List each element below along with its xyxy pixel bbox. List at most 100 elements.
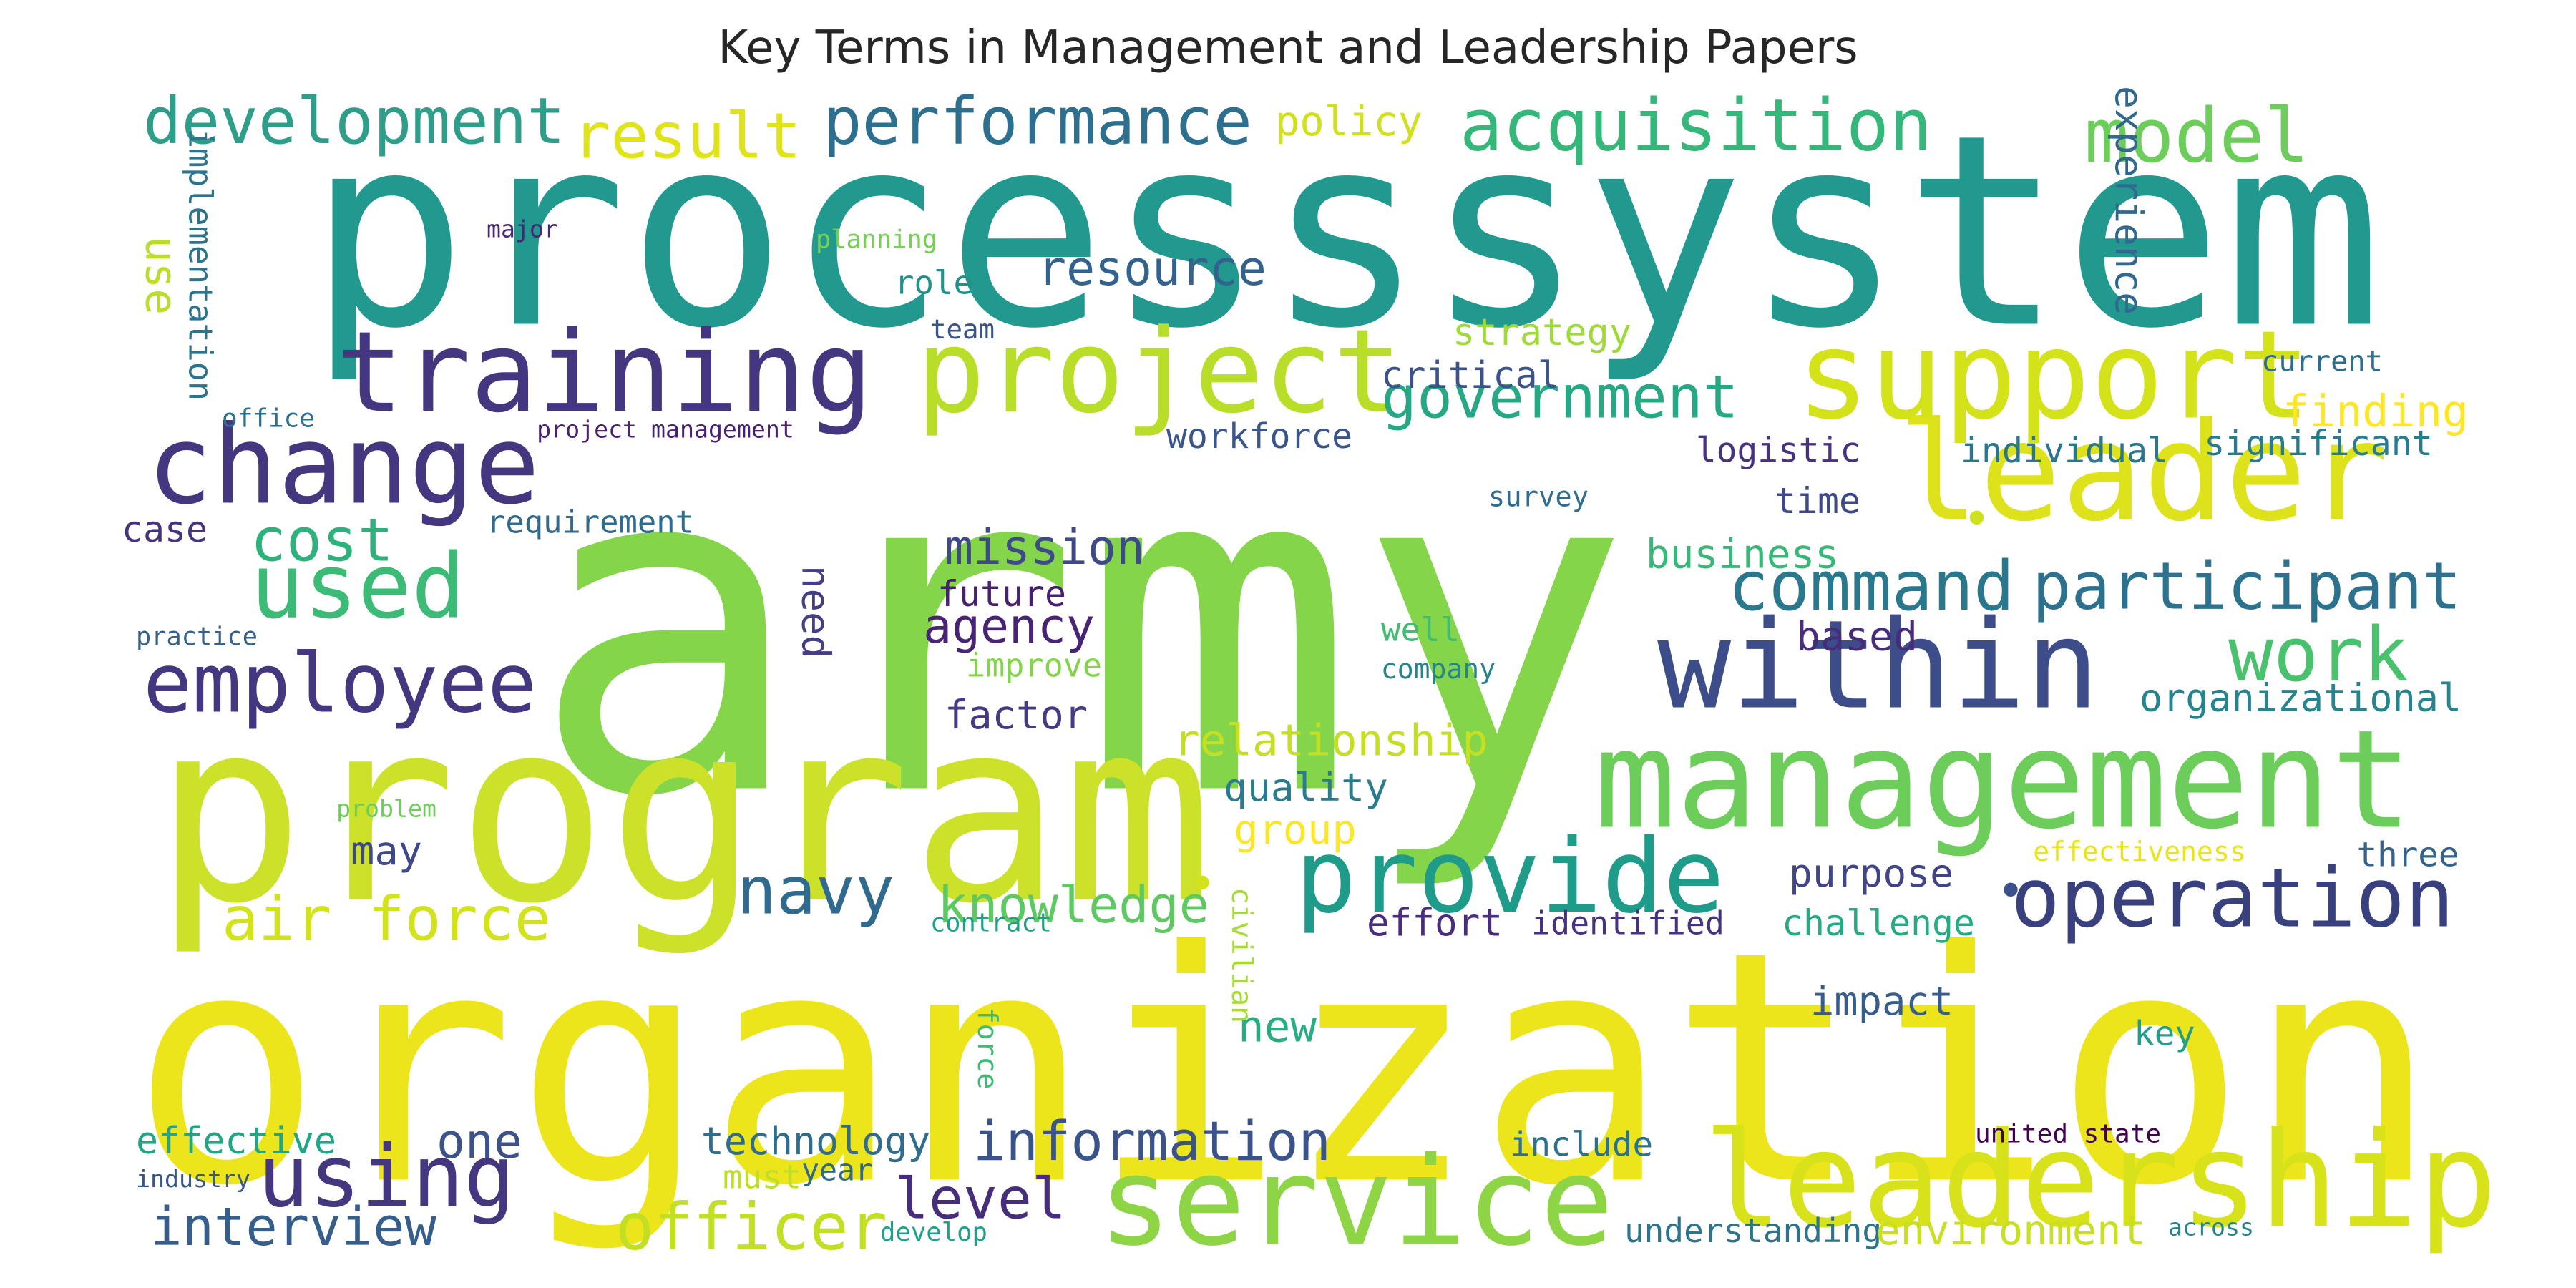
word-project: project — [916, 305, 1402, 439]
word-work: work — [2228, 611, 2409, 698]
word-based: based — [1796, 614, 1918, 660]
word-well: well — [1381, 611, 1460, 649]
word-effective: effective — [136, 1120, 336, 1163]
word-time: time — [1775, 480, 1860, 522]
word-leader: leader — [1898, 394, 2389, 552]
word-within: within — [1657, 595, 2099, 737]
word-critical: critical — [1381, 354, 1560, 397]
word-purpose: purpose — [1789, 850, 1953, 896]
word-industry: industry — [136, 1165, 250, 1193]
word-participant: participant — [2032, 550, 2462, 625]
word-office: office — [222, 404, 315, 434]
word-organizational: organizational — [2140, 675, 2462, 721]
word-significant: significant — [2204, 424, 2433, 464]
word-three: three — [2357, 836, 2459, 875]
word-air-force: air force — [222, 884, 551, 955]
word-interview: interview — [150, 1196, 436, 1258]
word-environment: environment — [1875, 1207, 2146, 1254]
word-effort: effort — [1367, 902, 1503, 945]
word-factor: factor — [945, 693, 1088, 738]
word-management: management — [1594, 701, 2413, 859]
word-individual: individual — [1961, 431, 2168, 471]
word-problem: problem — [336, 795, 436, 823]
word-team: team — [930, 313, 995, 345]
word-information: information — [973, 1110, 1331, 1173]
word-logistic: logistic — [1696, 431, 1860, 471]
word-workforce: workforce — [1166, 416, 1352, 457]
word-experience: experience — [2107, 86, 2151, 315]
word-agency: agency — [923, 598, 1095, 654]
word-may: may — [351, 829, 422, 874]
word-officer: officer — [615, 1190, 887, 1265]
word-requirement: requirement — [487, 504, 694, 541]
word-must: must — [723, 1158, 801, 1196]
word-practice: practice — [136, 623, 258, 652]
word-performance: performance — [823, 84, 1252, 160]
word-new: new — [1238, 1002, 1317, 1053]
word-finding: finding — [2283, 386, 2469, 437]
word-development: development — [143, 84, 565, 159]
word-current: current — [2261, 345, 2383, 379]
word-quality: quality — [1224, 764, 1388, 810]
word-support: support — [1796, 305, 2311, 447]
word-challenge: challenge — [1782, 902, 1975, 944]
word-contract: contract — [930, 909, 1052, 938]
word-major: major — [487, 215, 558, 243]
word-knowledge: knowledge — [937, 876, 1209, 935]
word-organization: organization — [130, 884, 2439, 1256]
word-improve: improve — [966, 647, 1102, 685]
word-year: year — [801, 1153, 873, 1188]
word-operation: operation — [2011, 851, 2454, 946]
word-relationship: relationship — [1174, 716, 1488, 766]
word-technology: technology — [701, 1119, 930, 1163]
word-use: use — [136, 236, 187, 315]
word-one: one — [436, 1113, 522, 1169]
word-project-management: project management — [537, 416, 794, 444]
word-understanding: understanding — [1624, 1211, 1882, 1250]
word-training: training — [336, 307, 873, 437]
word-acquisition: acquisition — [1460, 84, 1932, 167]
word-army: army — [530, 364, 1631, 897]
word-civilian: civilian — [1225, 887, 1258, 1023]
word-across: across — [2168, 1214, 2254, 1241]
word-implementation: implementation — [182, 129, 220, 401]
word-program: program — [153, 666, 1213, 959]
word-level: level — [894, 1166, 1066, 1232]
word-include: include — [1510, 1126, 1653, 1165]
word-model: model — [2084, 92, 2310, 180]
word-identified: identified — [1531, 904, 1724, 942]
word-using: using — [258, 1128, 515, 1227]
word-dot: • — [1188, 856, 1216, 912]
word-effectiveness: effectiveness — [2033, 836, 2245, 867]
word-cost: cost — [250, 506, 394, 575]
word-leadership: leadership — [1703, 1104, 2497, 1257]
word-command: command — [1728, 547, 2014, 626]
word-key: key — [2134, 1015, 2195, 1054]
chart-title: Key Terms in Management and Leadership P… — [718, 21, 1858, 74]
word-policy: policy — [1275, 98, 1423, 145]
word-government: government — [1381, 363, 1739, 432]
word-used: used — [250, 535, 465, 639]
word-force: force — [972, 1008, 1003, 1089]
word-survey: survey — [1488, 482, 1589, 514]
word-resource: resource — [1038, 240, 1267, 296]
word-role: role — [894, 264, 973, 302]
word-strategy: strategy — [1453, 311, 1631, 354]
word-processsystem: processsystem — [308, 79, 2383, 387]
word-mission: mission — [945, 519, 1145, 575]
word-business: business — [1646, 532, 1839, 578]
word-united-state: united state — [1975, 1120, 2161, 1149]
word-need: need — [794, 565, 839, 658]
word-employee: employee — [143, 636, 537, 731]
word-service: service — [1098, 1131, 1614, 1274]
word-dot: • — [1962, 491, 1991, 547]
word-group: group — [1234, 806, 1357, 854]
word-change: change — [147, 402, 540, 529]
word-future: future — [937, 573, 1066, 615]
word-navy: navy — [737, 853, 894, 930]
word-planning: planning — [816, 225, 937, 255]
word-dot: • — [1996, 863, 2025, 919]
word-impact: impact — [1810, 979, 1953, 1025]
word-case: case — [122, 509, 208, 550]
